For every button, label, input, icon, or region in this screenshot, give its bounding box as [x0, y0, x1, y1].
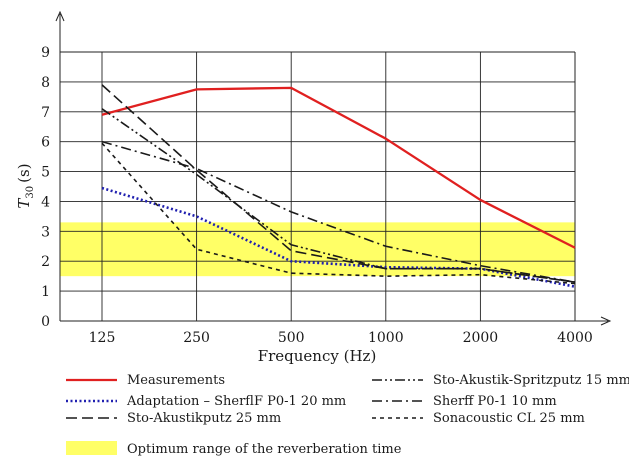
x-axis-arrow: [600, 316, 612, 326]
y-axis-title: T30 (s): [15, 163, 36, 208]
y-axis-arrow: [55, 10, 65, 22]
x-tick-label: 1000: [368, 330, 404, 346]
legend-label-3: Sto-Akustik-Spritzputz 15 mm: [433, 373, 629, 388]
x-axis-title: Frequency (Hz): [258, 347, 377, 365]
axis-layer: [55, 10, 612, 326]
legend: Measurements Adaptation – SherflF P0-1 20…: [66, 373, 629, 457]
legend-swatch-optimum: [66, 441, 117, 455]
y-axis-subscript: 30: [25, 186, 36, 199]
y-tick-label: 7: [41, 105, 50, 121]
x-tick-label: 500: [278, 330, 305, 346]
grid-layer: [60, 51, 576, 322]
series-layer: [101, 84, 576, 288]
legend-label-0: Measurements: [127, 373, 225, 388]
legend-label-2: Sto-Akustikputz 25 mm: [127, 411, 281, 426]
legend-label-4: Sherff P0-1 10 mm: [433, 394, 557, 409]
y-axis-unit: (s): [15, 163, 33, 182]
y-tick-label: 4: [41, 194, 50, 210]
y-tick-label: 3: [41, 224, 50, 240]
legend-label-5: Sonacoustic CL 25 mm: [433, 411, 585, 426]
y-tick-label: 2: [41, 254, 50, 270]
x-tick-label: 2000: [463, 330, 499, 346]
series-line-4: [101, 140, 576, 283]
y-tick-label: 0: [41, 314, 50, 330]
x-tick-label: 250: [183, 330, 210, 346]
series-line-1: [101, 186, 576, 288]
x-tick-label: 4000: [557, 330, 593, 346]
y-tick-label: 6: [41, 135, 50, 151]
x-tick-label: 125: [89, 330, 116, 346]
legend-label-1: Adaptation – SherflF P0-1 20 mm: [126, 394, 346, 409]
tick-label-layer: 0 1 2 3 4 5 6 7 8 9 125 250 500 1000 2000 4000: [41, 45, 593, 346]
y-tick-label: 5: [41, 165, 50, 181]
y-tick-label: 1: [41, 284, 50, 300]
optimum-band-layer: [60, 222, 575, 277]
series-line-0: [101, 86, 576, 249]
legend-label-optimum: Optimum range of the reverberation time: [127, 442, 402, 457]
optimum-range-band: [60, 222, 575, 277]
y-axis-symbol: T: [15, 198, 33, 209]
y-tick-label: 9: [41, 45, 50, 61]
y-tick-label: 8: [41, 75, 50, 91]
